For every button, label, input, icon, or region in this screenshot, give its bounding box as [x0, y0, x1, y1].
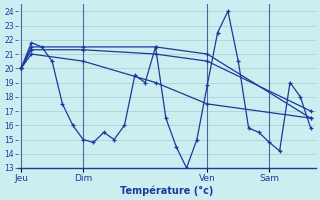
X-axis label: Température (°c): Température (°c)	[120, 185, 213, 196]
